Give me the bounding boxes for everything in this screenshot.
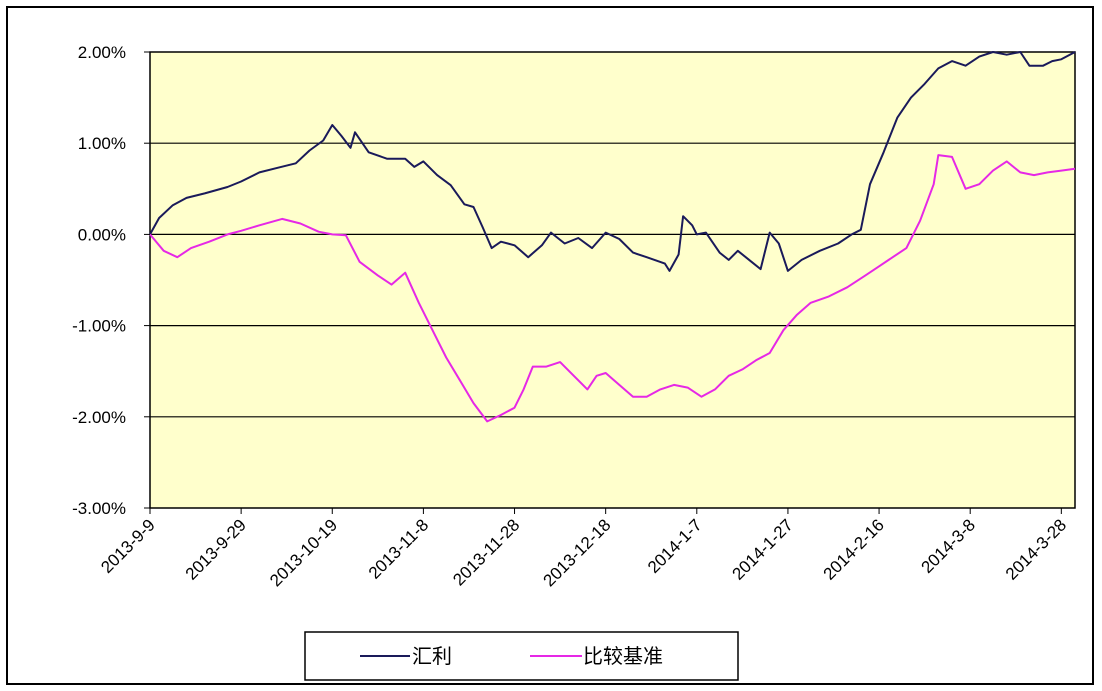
x-tick-label: 2013-11-28	[449, 515, 523, 589]
y-tick-label: 2.00%	[78, 43, 126, 62]
y-tick-label: -2.00%	[72, 408, 126, 427]
x-tick-label: 2014-3-8	[917, 515, 979, 577]
legend-label-huili: 汇利	[412, 644, 452, 668]
legend-label-benchmark: 比较基准	[583, 644, 663, 668]
x-tick-label: 2013-12-18	[540, 515, 615, 590]
legend: 汇利 比较基准	[304, 631, 739, 681]
series-line-huili	[149, 51, 1076, 272]
y-tick-label: 0.00%	[78, 225, 126, 244]
x-tick-label: 2014-1-7	[644, 515, 706, 577]
y-tick-label: -3.00%	[72, 499, 126, 518]
x-tick-label: 2013-9-9	[97, 515, 159, 577]
x-tick-label: 2013-9-29	[182, 515, 250, 583]
x-tick-label: 2014-2-16	[820, 515, 888, 583]
x-tick-label: 2014-1-27	[729, 515, 797, 583]
x-tick-label: 2013-10-19	[266, 515, 341, 590]
y-axis: 2.00% 1.00% 0.00% -1.00% -2.00% -3.00%	[72, 43, 150, 518]
y-tick-label: -1.00%	[72, 317, 126, 336]
plot-area	[149, 51, 1076, 509]
series-group	[149, 51, 1076, 423]
x-axis: 2013-9-9 2013-9-29 2013-10-19 2013-11-8 2013…	[97, 508, 1070, 590]
legend-box	[304, 631, 739, 681]
series-line-benchmark	[149, 154, 1076, 423]
x-tick-label: 2014-3-28	[1002, 515, 1070, 583]
x-tick-label: 2013-11-8	[365, 515, 432, 582]
y-tick-label: 1.00%	[78, 134, 126, 153]
gridlines	[150, 142, 1075, 418]
